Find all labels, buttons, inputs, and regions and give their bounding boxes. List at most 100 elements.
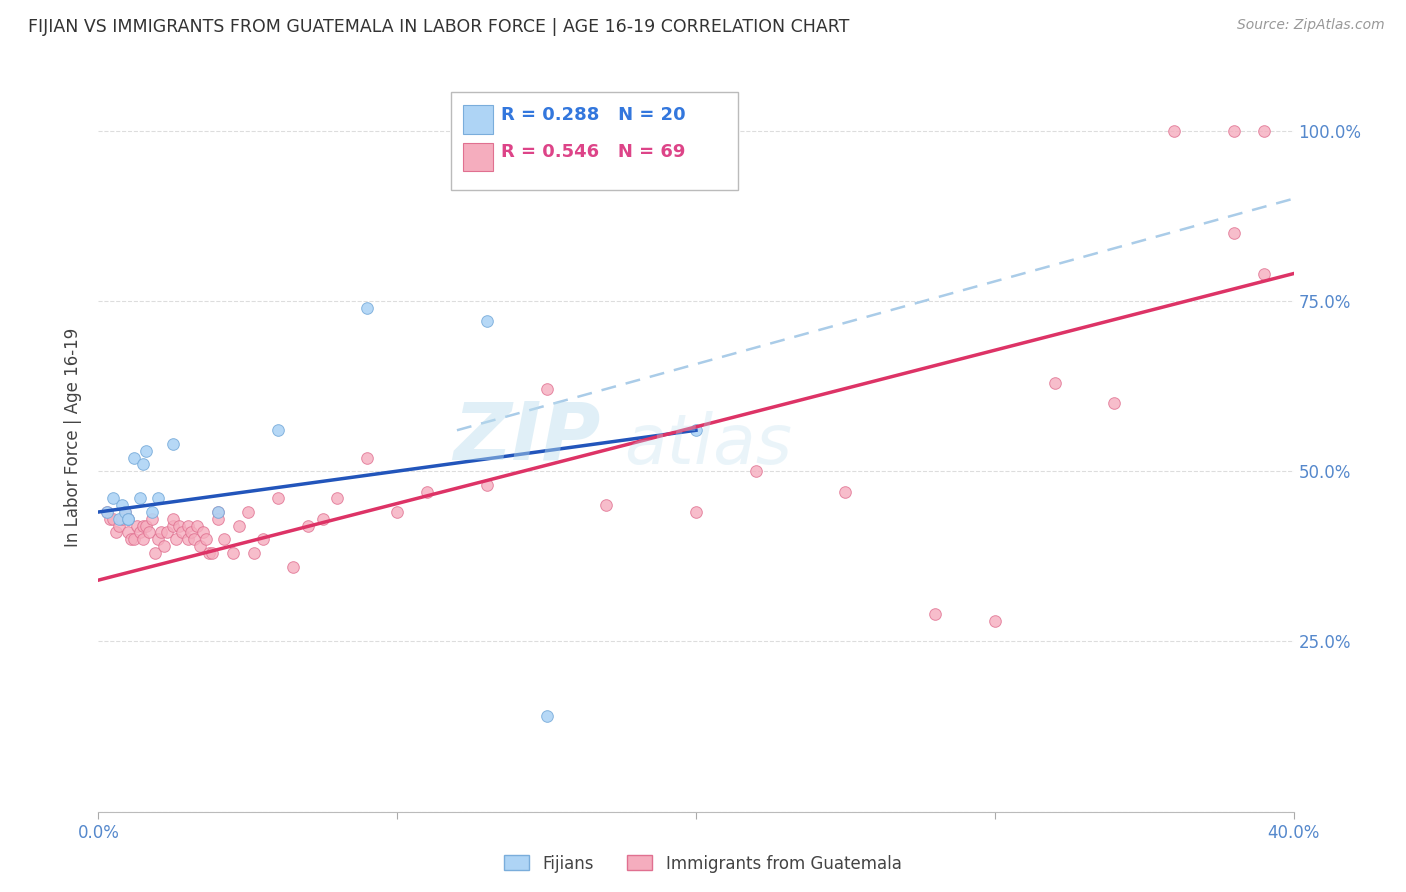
Point — [745, 464, 768, 478]
Point — [236, 505, 259, 519]
Point — [105, 525, 128, 540]
Point — [135, 443, 157, 458]
Point — [138, 525, 160, 540]
Point — [188, 539, 211, 553]
Y-axis label: In Labor Force | Age 16-19: In Labor Force | Age 16-19 — [65, 327, 83, 547]
Point — [685, 423, 707, 437]
Point — [141, 505, 163, 519]
Point — [120, 533, 142, 547]
Point — [183, 533, 205, 547]
Point — [127, 518, 149, 533]
Text: Source: ZipAtlas.com: Source: ZipAtlas.com — [1237, 18, 1385, 32]
Point — [124, 533, 146, 547]
Point — [222, 546, 245, 560]
Point — [148, 533, 170, 547]
Point — [177, 518, 200, 533]
Point — [198, 546, 221, 560]
Point — [132, 518, 155, 533]
Point — [165, 533, 187, 547]
Point — [243, 546, 266, 560]
Point — [834, 484, 856, 499]
Point — [416, 484, 439, 499]
Point — [167, 518, 190, 533]
Bar — [463, 105, 494, 134]
Point — [356, 450, 378, 465]
Point — [1104, 396, 1126, 410]
Text: R = 0.288   N = 20: R = 0.288 N = 20 — [501, 106, 686, 124]
Point — [150, 525, 173, 540]
Point — [1223, 123, 1246, 137]
Point — [475, 477, 498, 491]
Point — [267, 423, 290, 437]
Point — [124, 450, 146, 465]
Point — [228, 518, 250, 533]
Point — [132, 533, 155, 547]
Legend: Fijians, Immigrants from Guatemala: Fijians, Immigrants from Guatemala — [498, 848, 908, 880]
Text: FIJIAN VS IMMIGRANTS FROM GUATEMALA IN LABOR FORCE | AGE 16-19 CORRELATION CHART: FIJIAN VS IMMIGRANTS FROM GUATEMALA IN L… — [28, 18, 849, 36]
Point — [96, 505, 118, 519]
Point — [195, 533, 218, 547]
Point — [96, 505, 118, 519]
FancyBboxPatch shape — [451, 93, 738, 190]
Point — [924, 607, 946, 622]
Point — [356, 301, 378, 315]
Point — [1043, 376, 1066, 390]
Point — [984, 614, 1007, 628]
Point — [114, 505, 136, 519]
Point — [117, 512, 139, 526]
Point — [207, 505, 229, 519]
Point — [108, 518, 131, 533]
Point — [1223, 226, 1246, 240]
Point — [180, 525, 202, 540]
Point — [103, 491, 125, 506]
Point — [212, 533, 235, 547]
Point — [201, 546, 224, 560]
Point — [267, 491, 290, 506]
Point — [297, 518, 319, 533]
Point — [252, 533, 274, 547]
Point — [143, 546, 166, 560]
Point — [129, 491, 152, 506]
Point — [114, 505, 136, 519]
Point — [156, 525, 179, 540]
Point — [1163, 123, 1185, 137]
Point — [536, 709, 558, 723]
Point — [207, 505, 229, 519]
Point — [536, 383, 558, 397]
Point — [117, 525, 139, 540]
Point — [1253, 267, 1275, 281]
Point — [311, 512, 333, 526]
Point — [117, 512, 139, 526]
Point — [685, 505, 707, 519]
Text: R = 0.546   N = 69: R = 0.546 N = 69 — [501, 144, 686, 161]
Point — [153, 539, 176, 553]
Point — [475, 314, 498, 328]
Point — [117, 512, 139, 526]
Point — [132, 458, 155, 472]
Point — [191, 525, 214, 540]
Point — [162, 512, 184, 526]
Point — [385, 505, 409, 519]
Point — [108, 512, 131, 526]
Point — [186, 518, 208, 533]
Point — [135, 518, 157, 533]
Point — [141, 512, 163, 526]
Point — [129, 525, 152, 540]
Point — [207, 512, 229, 526]
Text: ZIP: ZIP — [453, 398, 600, 476]
Point — [595, 498, 617, 512]
Point — [103, 512, 125, 526]
Point — [172, 525, 194, 540]
Point — [1253, 123, 1275, 137]
Point — [326, 491, 349, 506]
Point — [98, 512, 122, 526]
Point — [162, 437, 184, 451]
Bar — [463, 143, 494, 171]
Text: atlas: atlas — [624, 411, 792, 478]
Point — [281, 559, 304, 574]
Point — [111, 498, 134, 512]
Point — [111, 512, 134, 526]
Point — [162, 518, 184, 533]
Point — [148, 491, 170, 506]
Point — [177, 533, 200, 547]
